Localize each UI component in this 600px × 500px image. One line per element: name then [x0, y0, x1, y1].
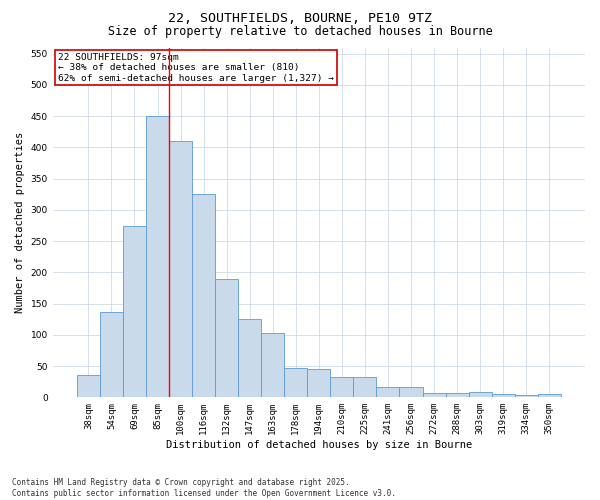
Bar — [469, 392, 491, 398]
Bar — [169, 141, 192, 398]
Bar — [284, 368, 307, 398]
Bar — [376, 388, 400, 398]
Bar — [446, 393, 469, 398]
Y-axis label: Number of detached properties: Number of detached properties — [15, 132, 25, 313]
Bar — [307, 368, 331, 398]
Text: Contains HM Land Registry data © Crown copyright and database right 2025.
Contai: Contains HM Land Registry data © Crown c… — [12, 478, 396, 498]
X-axis label: Distribution of detached houses by size in Bourne: Distribution of detached houses by size … — [166, 440, 472, 450]
Bar — [353, 378, 376, 398]
Bar — [123, 226, 146, 398]
Bar — [238, 319, 261, 398]
Bar — [215, 278, 238, 398]
Bar — [100, 312, 123, 398]
Bar — [146, 116, 169, 398]
Bar — [538, 394, 561, 398]
Bar — [261, 333, 284, 398]
Text: Size of property relative to detached houses in Bourne: Size of property relative to detached ho… — [107, 25, 493, 38]
Bar — [422, 393, 446, 398]
Bar — [400, 388, 422, 398]
Bar — [192, 194, 215, 398]
Bar — [77, 376, 100, 398]
Bar — [491, 394, 515, 398]
Bar — [331, 378, 353, 398]
Text: 22, SOUTHFIELDS, BOURNE, PE10 9TZ: 22, SOUTHFIELDS, BOURNE, PE10 9TZ — [168, 12, 432, 26]
Text: 22 SOUTHFIELDS: 97sqm
← 38% of detached houses are smaller (810)
62% of semi-det: 22 SOUTHFIELDS: 97sqm ← 38% of detached … — [58, 52, 334, 82]
Bar — [515, 396, 538, 398]
